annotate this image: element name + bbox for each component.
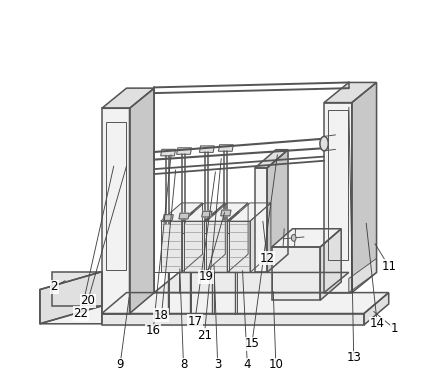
Polygon shape [182,203,202,272]
Polygon shape [229,221,250,272]
Polygon shape [52,272,102,306]
Text: 4: 4 [244,358,251,371]
Polygon shape [163,215,173,220]
Text: 3: 3 [214,358,222,371]
Text: 1: 1 [391,322,398,335]
Polygon shape [221,210,231,216]
Polygon shape [102,88,154,108]
Polygon shape [183,221,204,272]
Polygon shape [177,148,191,154]
Polygon shape [349,258,377,293]
Text: 13: 13 [346,352,361,364]
Polygon shape [154,272,349,293]
Polygon shape [206,221,227,272]
Polygon shape [204,212,217,221]
Polygon shape [229,203,271,221]
Text: 12: 12 [260,252,275,265]
Text: 15: 15 [245,337,259,350]
Polygon shape [182,212,194,221]
Text: 9: 9 [117,358,124,371]
Text: 21: 21 [197,329,212,342]
Ellipse shape [320,136,328,151]
Polygon shape [161,203,202,221]
Polygon shape [352,82,377,293]
Polygon shape [227,203,248,272]
Text: 16: 16 [146,324,161,337]
Polygon shape [255,150,288,168]
Polygon shape [320,229,341,300]
Text: 10: 10 [268,358,283,371]
Polygon shape [202,211,212,217]
Text: 22: 22 [74,307,89,320]
Polygon shape [206,203,248,221]
Polygon shape [364,293,389,325]
Polygon shape [255,168,267,272]
Polygon shape [250,203,271,272]
Text: 19: 19 [199,270,214,283]
Polygon shape [129,88,154,314]
Polygon shape [218,145,233,151]
Polygon shape [102,314,364,325]
Polygon shape [182,221,183,233]
Polygon shape [161,149,175,156]
Polygon shape [272,247,320,300]
Polygon shape [199,146,214,152]
Polygon shape [204,203,225,272]
Polygon shape [40,306,102,324]
Text: 8: 8 [180,358,187,371]
Polygon shape [324,103,352,293]
Polygon shape [40,272,102,324]
Polygon shape [179,213,189,219]
Polygon shape [324,82,377,103]
Polygon shape [204,221,206,233]
Text: 18: 18 [154,309,169,322]
Polygon shape [161,221,182,272]
Polygon shape [267,150,288,272]
Polygon shape [183,203,225,221]
Text: 11: 11 [381,260,396,272]
Text: 20: 20 [80,294,95,307]
Text: 14: 14 [370,317,385,330]
Polygon shape [227,212,240,221]
Text: 17: 17 [187,315,202,328]
Ellipse shape [291,234,296,241]
Polygon shape [102,293,389,314]
Text: 2: 2 [51,280,58,293]
Polygon shape [272,229,341,247]
Polygon shape [227,221,229,233]
Polygon shape [102,108,129,314]
